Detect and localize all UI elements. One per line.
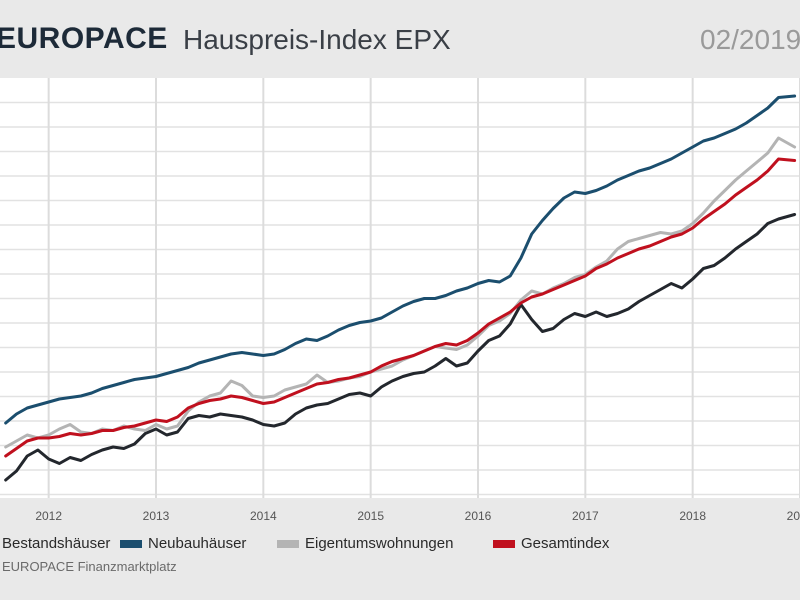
legend-label-bestandshaeuser: Bestandshäuser [2, 535, 111, 552]
legend-label-gesamtindex: Gesamtindex [521, 535, 610, 552]
x-tick-label: 2017 [572, 509, 599, 523]
legend-swatch-neubauhaeuser [120, 540, 142, 549]
series-line-3 [4, 157, 797, 458]
series-line-1 [4, 94, 797, 425]
legend-item-neubauhaeuser: Neubauhäuser [120, 535, 246, 552]
series-line-2 [4, 136, 797, 449]
legend-item-gesamtindex: Gesamtindex [493, 535, 609, 552]
legend-item-bestandshaeuser: Bestandshäuser [0, 535, 110, 552]
x-tick-label: 2015 [357, 509, 384, 523]
brand-logo: EUROPACE [0, 22, 168, 55]
source-note: EUROPACE Finanzmarktplatz [2, 559, 177, 574]
chart-date: 02/2019 [700, 24, 800, 55]
legend-item-eigentumswohnungen: Eigentumswohnungen [277, 535, 453, 552]
legend-swatch-eigentumswohnungen [277, 540, 299, 549]
x-tick-label: 2014 [250, 509, 277, 523]
x-tick-label: 2019 [787, 509, 800, 523]
chart-header: EUROPACE Hauspreis-Index EPX 02/2019 [0, 0, 800, 78]
x-tick-label: 2012 [35, 509, 62, 523]
legend-label-neubauhaeuser: Neubauhäuser [148, 535, 247, 552]
x-tick-label: 2016 [465, 509, 492, 523]
x-tick-label: 2018 [679, 509, 706, 523]
legend-label-eigentumswohnungen: Eigentumswohnungen [305, 535, 454, 552]
chart-title: Hauspreis-Index EPX [183, 24, 451, 55]
legend-swatch-gesamtindex [493, 540, 515, 549]
series-line-0 [4, 213, 797, 482]
x-tick-label: 2013 [143, 509, 170, 523]
